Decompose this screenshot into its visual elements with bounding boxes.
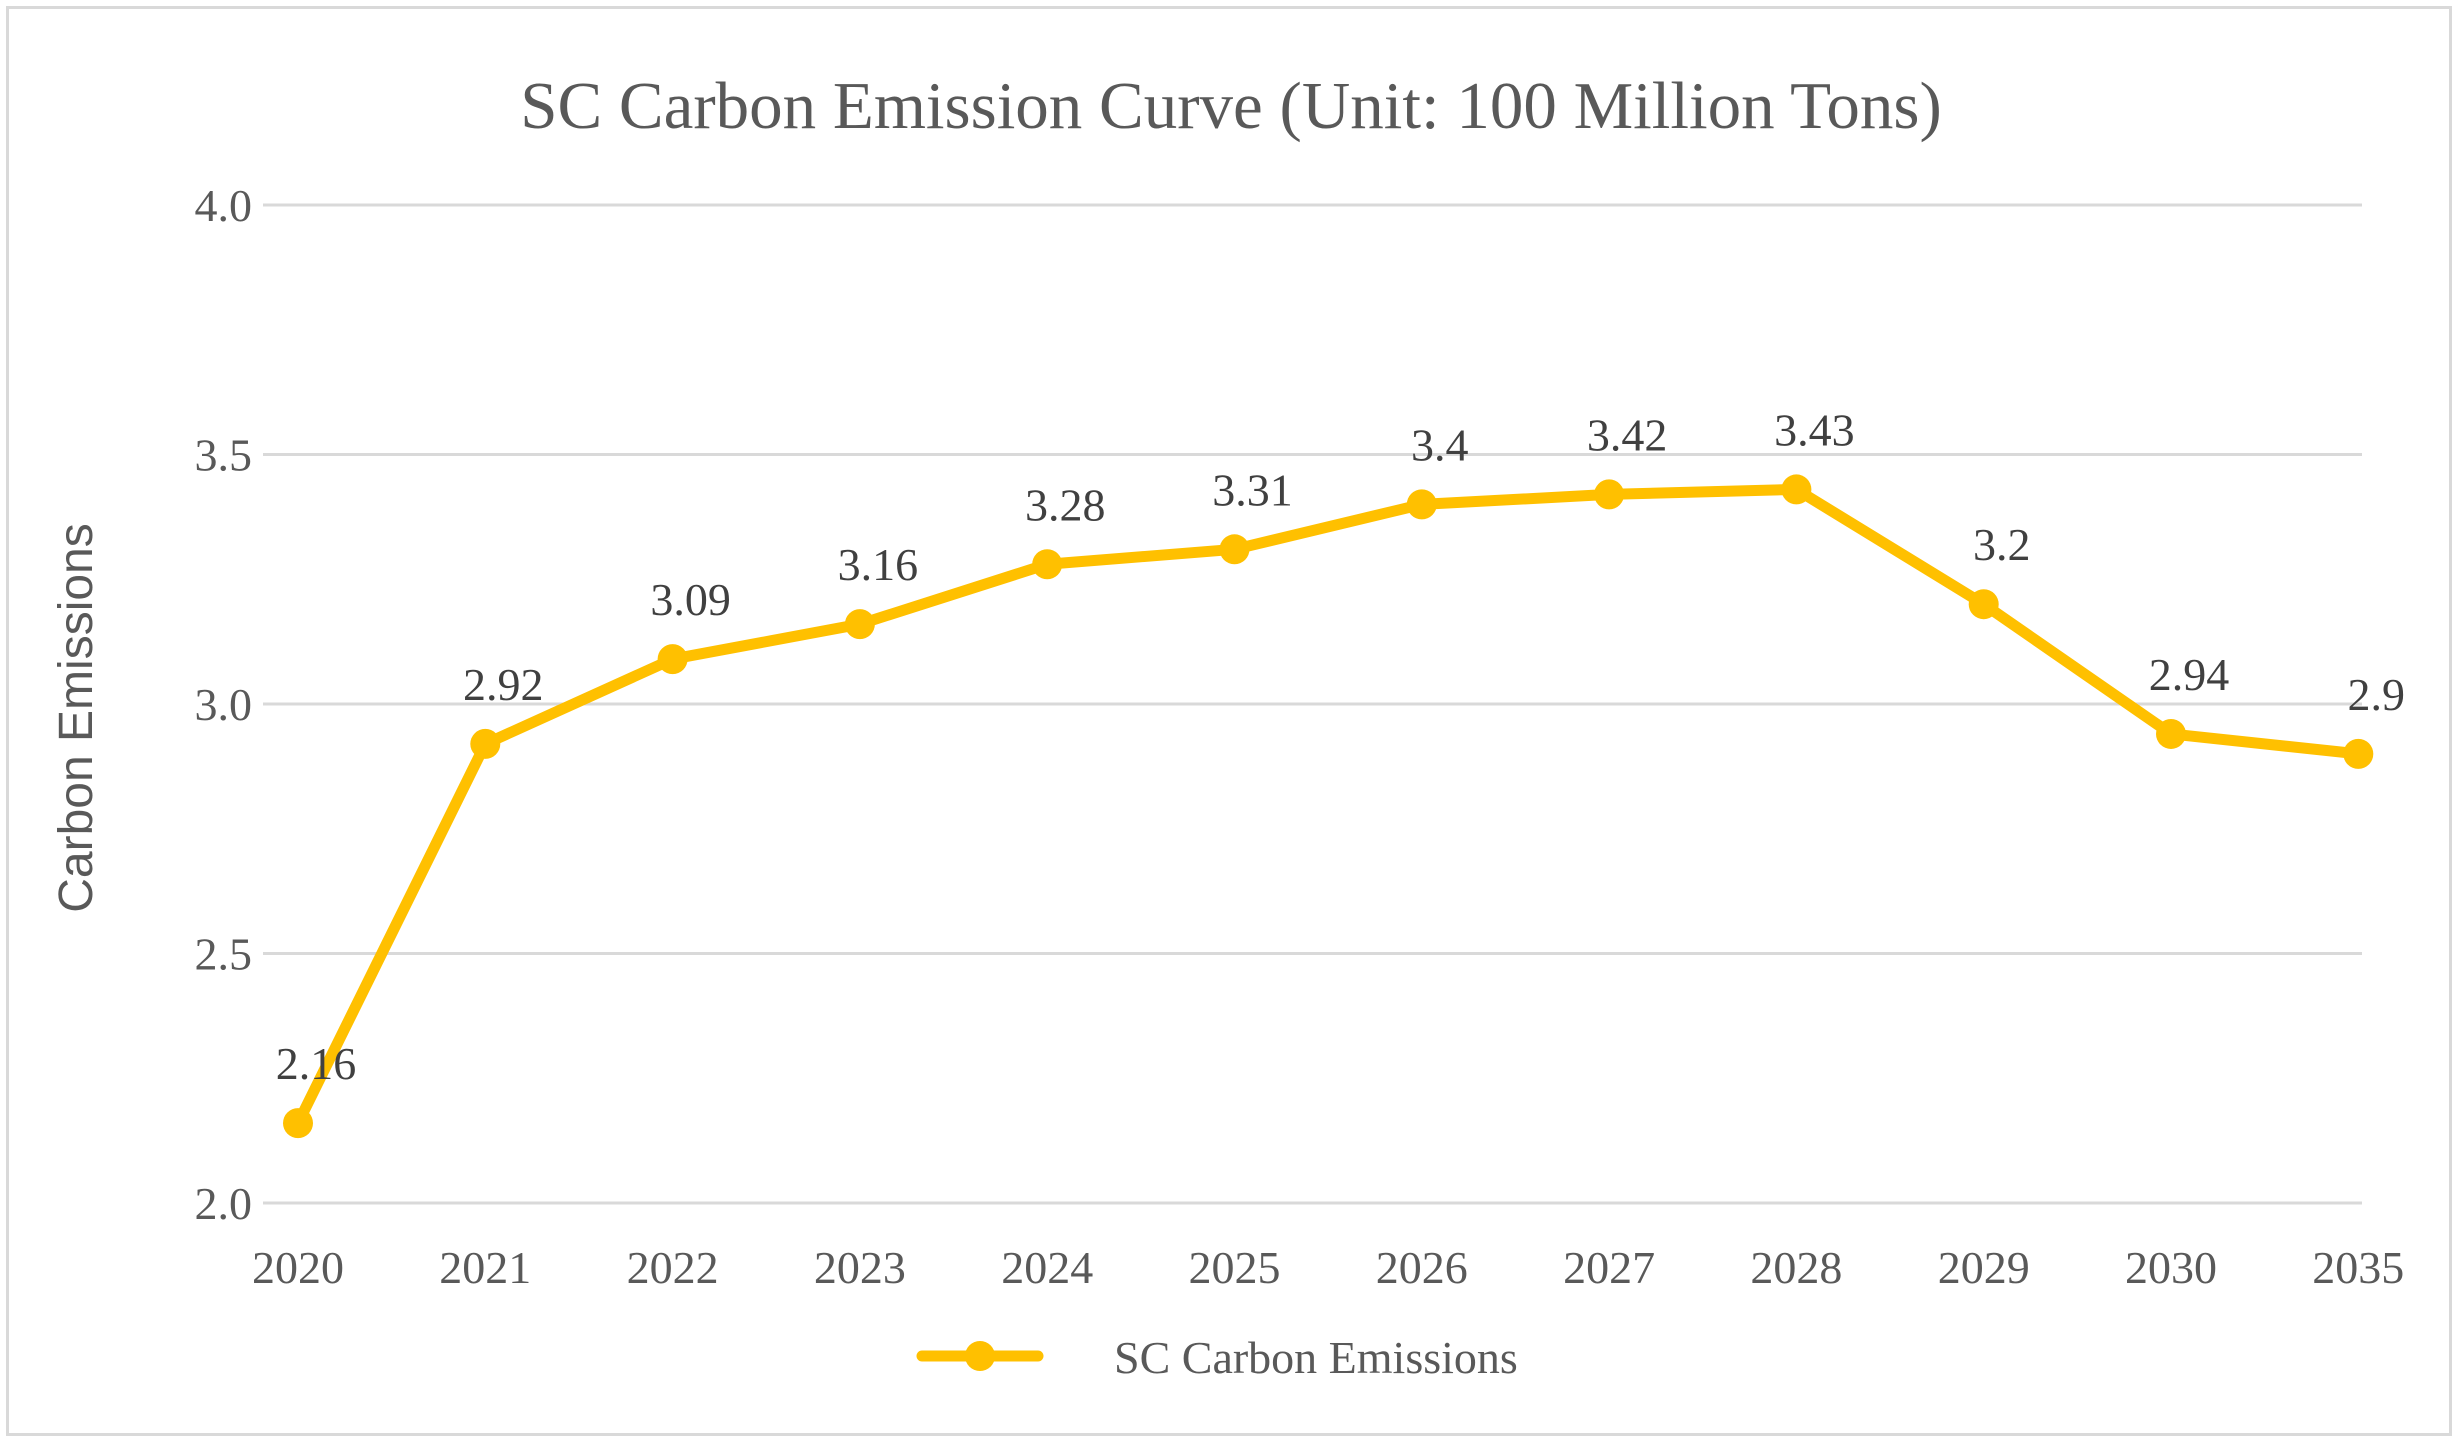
data-label: 2.94 (2149, 649, 2230, 700)
x-tick-label: 2021 (439, 1242, 531, 1293)
data-point-marker (1968, 589, 1999, 620)
series-line (292, 483, 2364, 1129)
y-axis-label: Carbon Emissions (50, 523, 103, 912)
x-tick-label: 2022 (627, 1242, 719, 1293)
legend-label: SC Carbon Emissions (1114, 1332, 1518, 1383)
y-tick-label: 3.5 (195, 430, 253, 481)
x-tick-label: 2023 (814, 1242, 906, 1293)
data-label: 2.16 (276, 1038, 357, 1089)
data-label: 3.4 (1411, 419, 1469, 470)
data-point-marker (1406, 489, 1437, 520)
data-point-marker (844, 609, 875, 640)
data-label: 3.43 (1774, 404, 1855, 455)
x-tick-label: 2035 (2312, 1242, 2404, 1293)
chart-frame (6, 6, 2452, 1436)
data-point-marker (283, 1108, 313, 1139)
data-point-marker (2343, 738, 2374, 769)
data-point-marker (2156, 718, 2186, 749)
y-tick-label: 2.0 (195, 1178, 253, 1229)
data-label: 3.09 (650, 574, 731, 625)
data-label: 3.42 (1587, 409, 1668, 460)
x-tick-label: 2027 (1563, 1242, 1655, 1293)
data-point-marker (657, 644, 688, 675)
x-tick-label: 2024 (1001, 1242, 1093, 1293)
data-labels: 2.16 2.92 3.09 3.16 3.28 3.31 3.4 3.42 3.43 3.2 2.… (276, 404, 2405, 1089)
y-axis-ticks: 2.0 2.5 3.0 3.5 4.0 (195, 180, 253, 1229)
x-tick-label: 2029 (1938, 1242, 2030, 1293)
legend-marker-swatch (965, 1341, 995, 1371)
data-point-marker (1219, 534, 1250, 565)
x-tick-label: 2020 (252, 1242, 344, 1293)
y-tick-label: 3.0 (195, 679, 253, 730)
data-point-marker (1594, 479, 1625, 510)
y-tick-label: 2.5 (195, 929, 253, 980)
data-label: 2.92 (463, 659, 544, 710)
data-point-marker (1781, 474, 1812, 505)
x-axis-ticks: 2020 2021 2022 2023 2024 2025 2026 2027 2028 2029… (252, 1242, 2404, 1293)
data-label: 3.16 (838, 539, 919, 590)
y-tick-label: 4.0 (195, 180, 253, 231)
x-tick-label: 2028 (1750, 1242, 1842, 1293)
x-tick-label: 2030 (2125, 1242, 2217, 1293)
data-label: 3.31 (1212, 464, 1293, 515)
legend: SC Carbon Emissions (916, 1332, 1518, 1383)
data-point-marker (470, 728, 501, 759)
data-label: 3.2 (1973, 519, 2031, 570)
data-label: 2.9 (2348, 669, 2406, 720)
gridlines (263, 203, 2362, 1205)
x-tick-label: 2025 (1189, 1242, 1281, 1293)
x-tick-label: 2026 (1376, 1242, 1468, 1293)
data-point-marker (1032, 549, 1063, 580)
data-label: 3.28 (1025, 479, 1106, 530)
series-line-group (283, 474, 2374, 1139)
chart-title: SC Carbon Emission Curve (Unit: 100 Mill… (520, 69, 1942, 143)
